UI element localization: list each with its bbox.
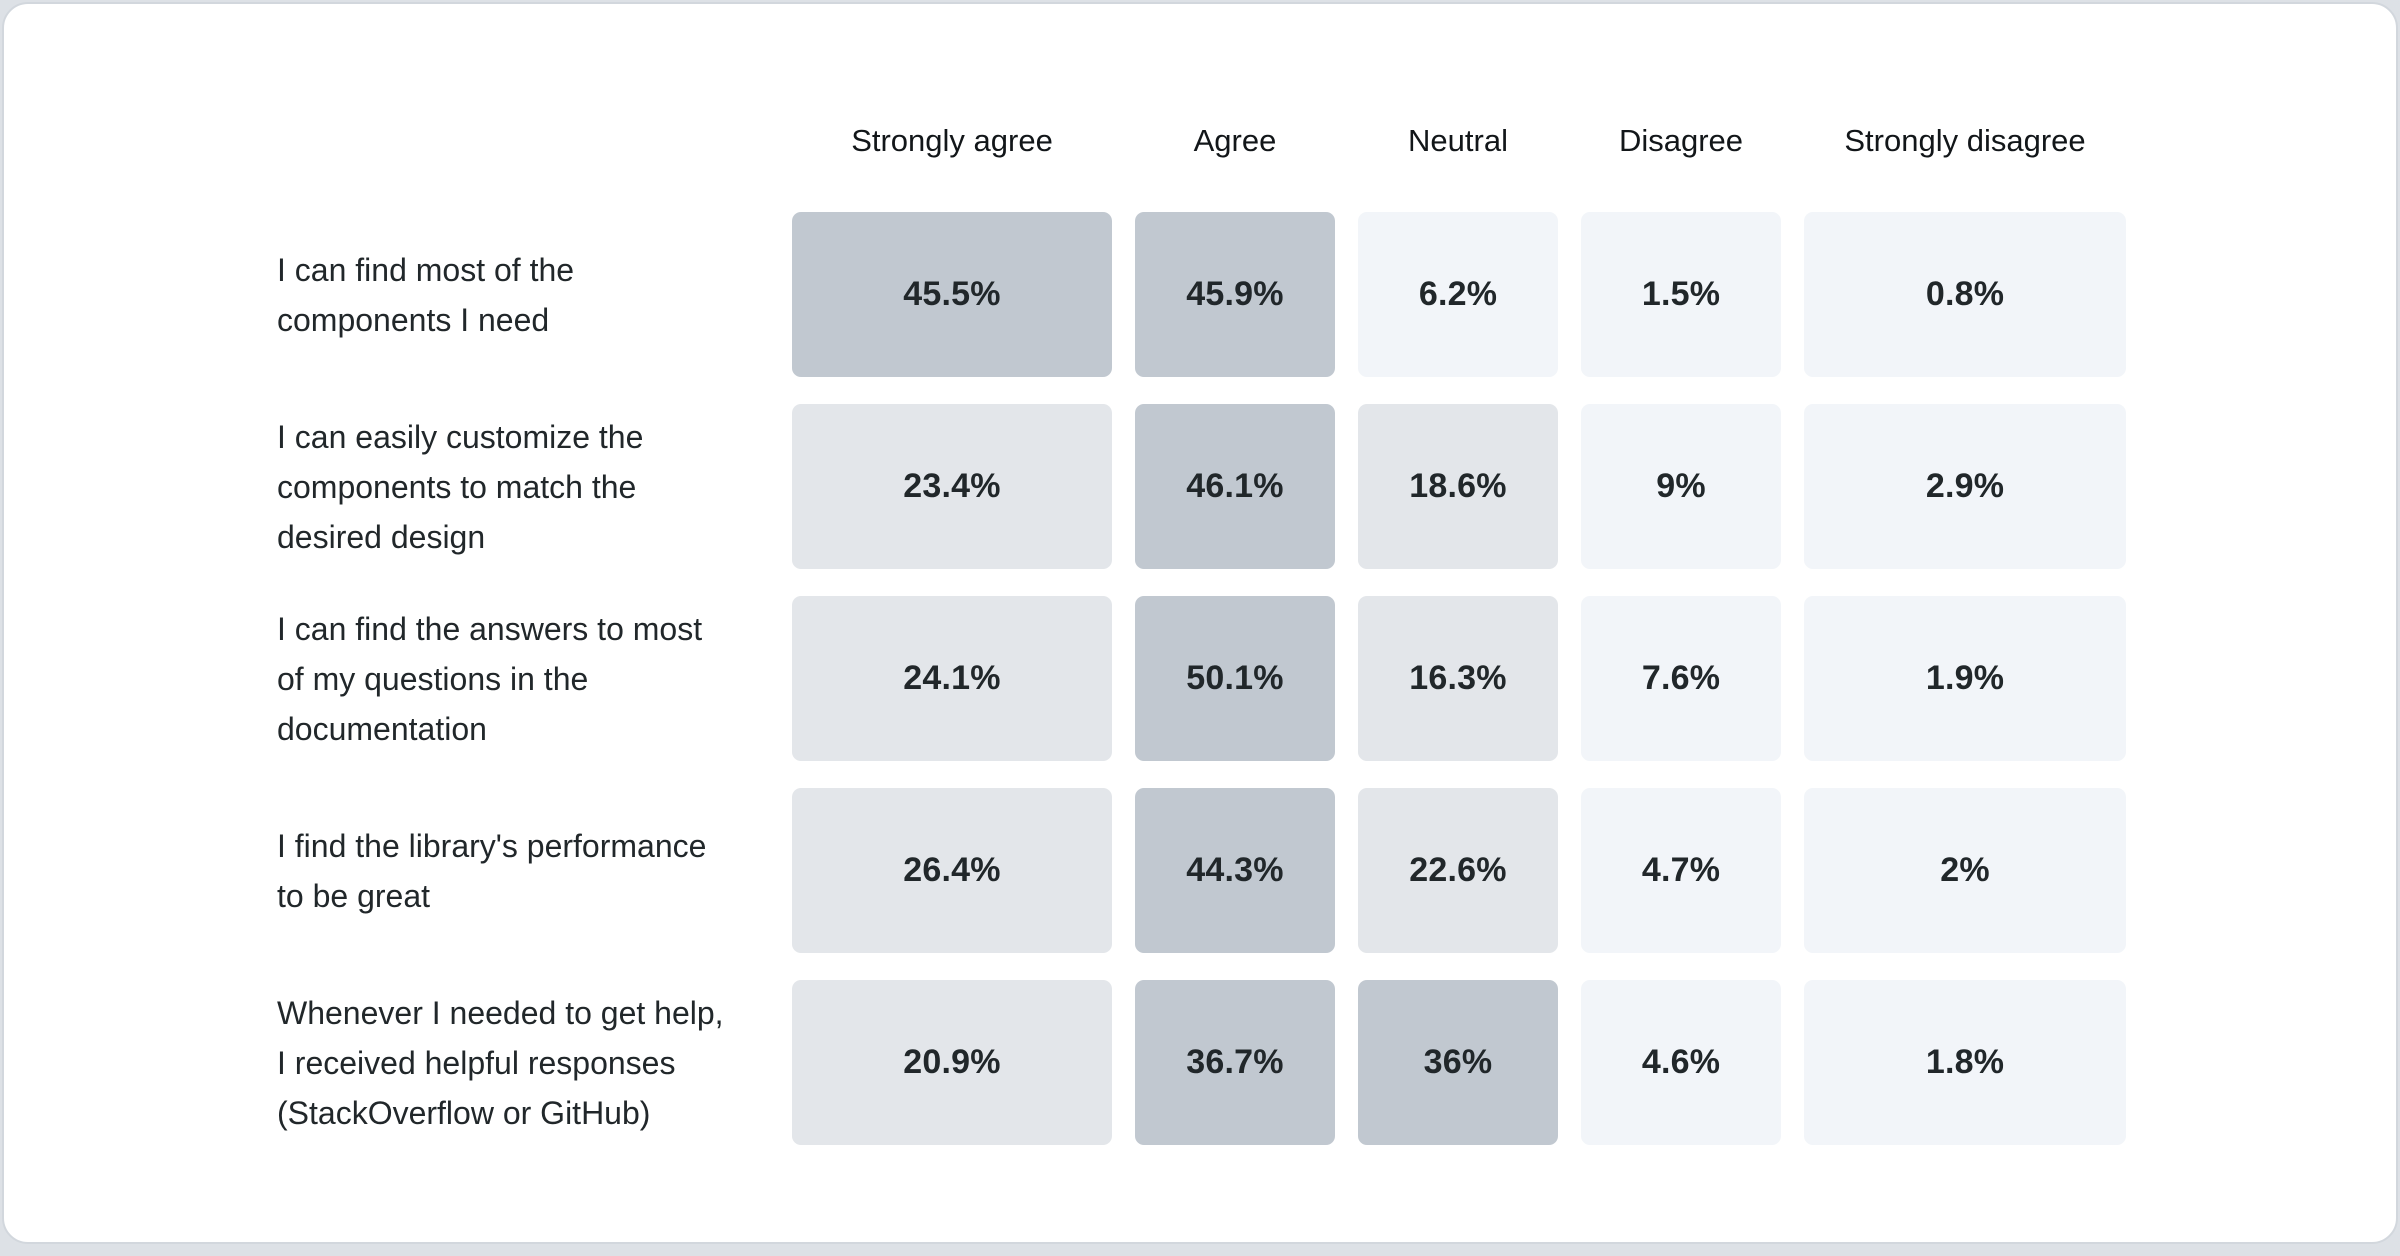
heatmap-cell: 2% bbox=[1804, 788, 2126, 953]
heatmap-cell: 36% bbox=[1358, 980, 1558, 1145]
heatmap-cell-value: 1.5% bbox=[1641, 275, 1721, 313]
heatmap-cell: 4.7% bbox=[1581, 788, 1781, 953]
heatmap-cell: 9% bbox=[1581, 404, 1781, 569]
column-header: Neutral bbox=[1408, 123, 1508, 158]
heatmap-cell-value: 45.9% bbox=[1186, 275, 1284, 313]
row-label-text: Whenever I needed to get help, I receive… bbox=[277, 994, 724, 1131]
heatmap-cell-value: 44.3% bbox=[1186, 851, 1284, 889]
heatmap-cell: 6.2% bbox=[1358, 212, 1558, 377]
heatmap-cell: 2.9% bbox=[1804, 404, 2126, 569]
heatmap-cell-value: 50.1% bbox=[1186, 659, 1284, 697]
heatmap-cell: 0.8% bbox=[1804, 212, 2126, 377]
row-label-text: I can find most of the components I need bbox=[277, 251, 575, 338]
heatmap-cell: 44.3% bbox=[1135, 788, 1335, 953]
heatmap-cell-value: 23.4% bbox=[903, 467, 1001, 505]
heatmap-cell-value: 4.6% bbox=[1641, 1043, 1721, 1081]
heatmap-cell: 1.5% bbox=[1581, 212, 1781, 377]
heatmap-cell: 1.8% bbox=[1804, 980, 2126, 1145]
row-label: Whenever I needed to get help, I receive… bbox=[277, 980, 769, 1145]
heatmap-cell-value: 26.4% bbox=[903, 851, 1001, 889]
likert-heatmap: Strongly agree Agree Neutral Disagree Strong… bbox=[277, 97, 2126, 1145]
heatmap-cell-value: 46.1% bbox=[1186, 467, 1284, 505]
heatmap-cell-value: 6.2% bbox=[1418, 275, 1498, 313]
heatmap-cell: 36.7% bbox=[1135, 980, 1335, 1145]
column-header: Strongly agree bbox=[851, 123, 1053, 158]
heatmap-corner-spacer bbox=[277, 97, 769, 185]
heatmap-cell: 26.4% bbox=[792, 788, 1112, 953]
heatmap-cell: 16.3% bbox=[1358, 596, 1558, 761]
heatmap-cell-value: 22.6% bbox=[1409, 851, 1507, 889]
heatmap-cell-value: 18.6% bbox=[1409, 467, 1507, 505]
heatmap-cell-value: 45.5% bbox=[903, 275, 1001, 313]
heatmap-cell: 22.6% bbox=[1358, 788, 1558, 953]
column-header: Strongly disagree bbox=[1844, 123, 2086, 158]
heatmap-cell: 18.6% bbox=[1358, 404, 1558, 569]
column-header: Agree bbox=[1193, 123, 1277, 158]
heatmap-cell-value: 0.8% bbox=[1925, 275, 2005, 313]
heatmap-cell-value: 16.3% bbox=[1409, 659, 1507, 697]
row-label: I can find most of the components I need bbox=[277, 212, 769, 377]
heatmap-cell-value: 9% bbox=[1656, 467, 1706, 505]
heatmap-cell: 45.9% bbox=[1135, 212, 1335, 377]
heatmap-cell-value: 24.1% bbox=[903, 659, 1001, 697]
heatmap-cell-value: 20.9% bbox=[903, 1043, 1001, 1081]
row-label-text: I find the library's performance to be g… bbox=[277, 827, 707, 914]
heatmap-cell-value: 1.9% bbox=[1925, 659, 2005, 697]
row-label: I find the library's performance to be g… bbox=[277, 788, 769, 953]
heatmap-cell-value: 2% bbox=[1940, 851, 1990, 889]
heatmap-cell: 45.5% bbox=[792, 212, 1112, 377]
heatmap-cell: 24.1% bbox=[792, 596, 1112, 761]
heatmap-cell: 20.9% bbox=[792, 980, 1112, 1145]
heatmap-cell: 4.6% bbox=[1581, 980, 1781, 1145]
row-label-text: I can easily customize the components to… bbox=[277, 418, 644, 555]
heatmap-cell-value: 7.6% bbox=[1641, 659, 1721, 697]
heatmap-cell-value: 1.8% bbox=[1925, 1043, 2005, 1081]
heatmap-cell: 1.9% bbox=[1804, 596, 2126, 761]
column-header: Disagree bbox=[1618, 123, 1744, 158]
heatmap-cell: 23.4% bbox=[792, 404, 1112, 569]
heatmap-cell-value: 36% bbox=[1423, 1043, 1493, 1081]
heatmap-cell-value: 4.7% bbox=[1641, 851, 1721, 889]
heatmap-cell-value: 36.7% bbox=[1186, 1043, 1284, 1081]
row-label: I can easily customize the components to… bbox=[277, 404, 769, 569]
row-label: I can find the answers to most of my que… bbox=[277, 596, 769, 761]
heatmap-cell: 7.6% bbox=[1581, 596, 1781, 761]
heatmap-cell: 50.1% bbox=[1135, 596, 1335, 761]
heatmap-cell-value: 2.9% bbox=[1925, 467, 2005, 505]
row-label-text: I can find the answers to most of my que… bbox=[277, 610, 703, 747]
heatmap-cell: 46.1% bbox=[1135, 404, 1335, 569]
